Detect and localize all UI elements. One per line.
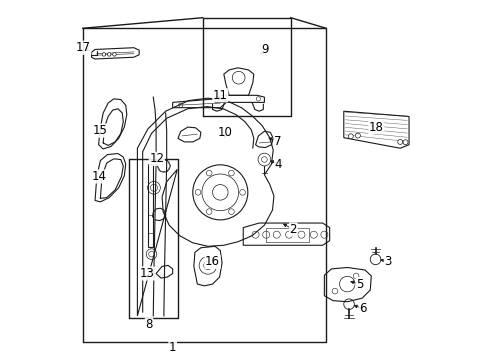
Text: 18: 18 [369, 121, 384, 134]
Circle shape [113, 53, 116, 56]
Circle shape [107, 53, 111, 56]
Text: 1: 1 [169, 341, 176, 354]
Circle shape [355, 133, 360, 138]
Text: 11: 11 [213, 89, 228, 102]
Circle shape [102, 53, 106, 56]
Circle shape [403, 140, 408, 145]
Circle shape [348, 134, 353, 139]
Text: 10: 10 [218, 126, 233, 139]
Text: 16: 16 [205, 255, 220, 268]
Text: 8: 8 [146, 318, 153, 331]
Circle shape [398, 139, 403, 144]
Text: 4: 4 [275, 158, 282, 171]
Text: 14: 14 [92, 170, 107, 183]
Text: 3: 3 [384, 255, 392, 267]
Text: 12: 12 [149, 152, 164, 165]
Text: 5: 5 [356, 278, 364, 291]
Text: 15: 15 [92, 124, 107, 137]
Text: 17: 17 [76, 41, 91, 54]
Text: 6: 6 [360, 302, 367, 315]
Text: 9: 9 [261, 43, 269, 56]
Text: 13: 13 [140, 267, 154, 280]
Text: 7: 7 [274, 135, 282, 148]
Text: 2: 2 [290, 223, 297, 236]
